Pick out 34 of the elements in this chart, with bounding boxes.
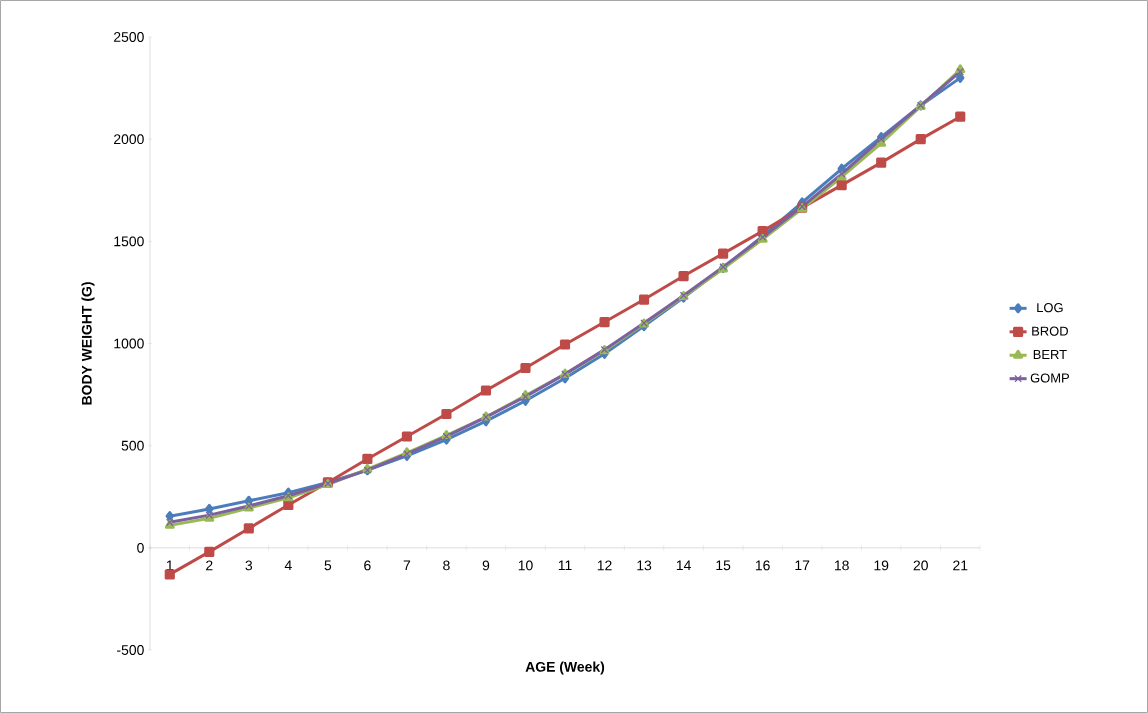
legend-label: LOG <box>1037 303 1063 313</box>
x-tick-label: 8 <box>443 560 450 571</box>
y-axis-title: BODY WEIGHT (G) <box>81 282 95 405</box>
x-tick-label: 20 <box>913 560 928 571</box>
x-tick-label: 17 <box>795 560 810 571</box>
legend-label: BERT <box>1033 350 1067 359</box>
x-tick-label: 4 <box>284 560 292 571</box>
x-tick-label: 14 <box>676 560 691 571</box>
x-tick-label: 2 <box>206 560 213 571</box>
x-tick-label: 10 <box>518 560 533 571</box>
x-tick-label: 21 <box>953 560 968 571</box>
legend-label: GOMP <box>1030 373 1069 383</box>
x-tick-label: 9 <box>482 560 490 571</box>
y-tick-label: 2500 <box>114 32 144 42</box>
x-tick-label: 12 <box>597 560 612 571</box>
y-tick-label: 1000 <box>114 338 144 349</box>
y-tick-label: 1500 <box>114 236 144 247</box>
x-tick-label: 6 <box>364 560 371 571</box>
x-tick-label: 1 <box>166 560 173 571</box>
x-tick-label: 16 <box>755 560 770 571</box>
legend-label: BROD <box>1032 326 1068 336</box>
y-tick-label: 500 <box>121 440 144 451</box>
y-tick-label: 2000 <box>114 134 144 145</box>
x-tick-label: 7 <box>403 560 411 571</box>
x-tick-label: 18 <box>834 560 849 571</box>
x-tick-label: 15 <box>716 560 731 571</box>
x-tick-label: 11 <box>558 560 572 571</box>
x-tick-label: 5 <box>324 560 332 571</box>
x-tick-label: 3 <box>245 560 253 571</box>
y-tick-label: 0 <box>137 542 144 553</box>
x-tick-label: 13 <box>637 560 652 571</box>
x-axis-title: AGE (Week) <box>525 661 605 675</box>
y-tick-label: -500 <box>117 645 144 655</box>
x-tick-label: 19 <box>874 560 889 571</box>
